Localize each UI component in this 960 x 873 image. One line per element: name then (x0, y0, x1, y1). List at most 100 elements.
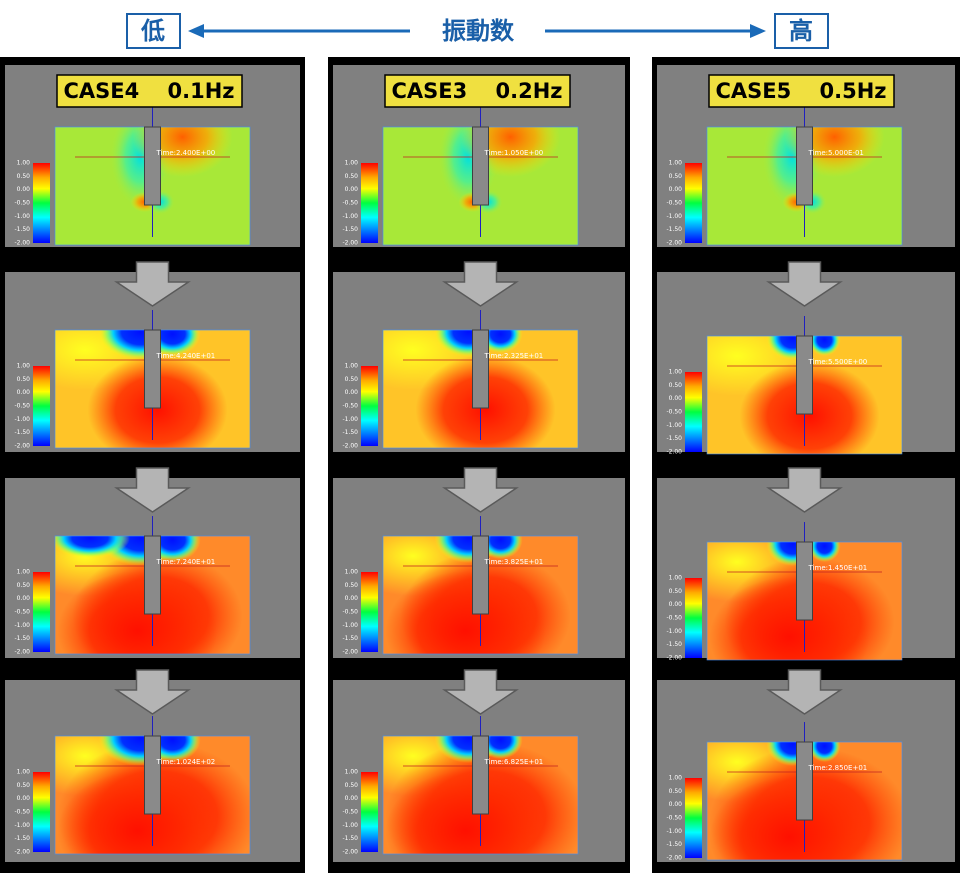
colorbar (685, 163, 702, 243)
pile (144, 535, 161, 615)
colorbar-tick: 0.00 (345, 795, 359, 802)
colorbar-tick: -2.00 (666, 655, 682, 662)
colorbar-tick: -1.50 (14, 226, 30, 233)
low-label: 低 (140, 17, 165, 45)
column: Time:2.400E+00 1.00 0.50 0.00 -0.50 -1.00 -1.5… (0, 57, 305, 873)
colorbar-tick: -1.50 (342, 226, 358, 233)
colorbar (33, 366, 50, 446)
colorbar-tick: -0.50 (666, 615, 682, 622)
pile (796, 741, 813, 821)
colorbar-tick: 1.00 (669, 160, 683, 167)
arrow-head (188, 24, 204, 38)
colorbar-tick: -1.50 (666, 841, 682, 848)
colorbar-tick: 0.50 (345, 782, 359, 789)
case-box (384, 74, 571, 108)
colorbar-tick: -2.00 (14, 240, 30, 247)
case-box (56, 74, 243, 108)
colorbar (685, 778, 702, 858)
colorbar-tick: 1.00 (669, 775, 683, 782)
time-label: Time:3.825E+01 (484, 558, 544, 566)
colorbar (685, 372, 702, 452)
pile (796, 541, 813, 621)
colorbar-tick: 0.00 (669, 395, 683, 402)
colorbar-tick: 0.00 (17, 186, 31, 193)
colorbar-tick: -1.50 (14, 835, 30, 842)
colorbar-tick: -0.50 (14, 200, 30, 207)
colorbar-tick: -1.00 (14, 213, 30, 220)
pile (472, 329, 489, 409)
field-blob (808, 336, 841, 356)
colorbar-tick: -1.50 (14, 635, 30, 642)
case-label: CASE3 0.2Hz (391, 79, 562, 103)
colorbar-tick: -1.00 (342, 622, 358, 629)
colorbar-tick: -1.00 (666, 422, 682, 429)
colorbar-tick: -0.50 (342, 609, 358, 616)
colorbar-tick: 0.50 (669, 382, 683, 389)
colorbar-tick: 0.50 (669, 788, 683, 795)
colorbar-tick: 1.00 (17, 569, 31, 576)
colorbar-tick: -0.50 (666, 200, 682, 207)
time-label: Time:5.000E-01 (808, 149, 864, 157)
colorbar-tick: -1.50 (342, 835, 358, 842)
header: 低 振動数 高 (126, 13, 829, 49)
colorbar-tick: -1.00 (666, 828, 682, 835)
pile (796, 335, 813, 415)
colorbar-tick: 0.00 (669, 801, 683, 808)
colorbar-tick: 1.00 (669, 575, 683, 582)
field-blob (57, 571, 218, 654)
time-label: Time:2.400E+00 (156, 149, 216, 157)
time-label: Time:1.050E+00 (484, 149, 544, 157)
field-blob (55, 536, 130, 558)
field-blob (57, 771, 218, 854)
colorbar (685, 578, 702, 658)
colorbar-tick: 0.00 (345, 595, 359, 602)
panel: Time:3.825E+01 1.00 0.50 0.00 -0.50 -1.00 -1.5… (333, 467, 625, 658)
colorbar-tick: -1.50 (14, 429, 30, 436)
colorbar-tick: -1.50 (666, 226, 682, 233)
colorbar-tick: 0.50 (17, 582, 31, 589)
colorbar-tick: -2.00 (666, 855, 682, 862)
colorbar-tick: -2.00 (14, 849, 30, 856)
colorbar-tick: 0.50 (345, 582, 359, 589)
colorbar-tick: 0.00 (17, 595, 31, 602)
time-label: Time:1.024E+02 (156, 758, 216, 766)
panel: Time:1.050E+00 1.00 0.50 0.00 -0.50 -1.00 -1.5… (333, 65, 625, 247)
colorbar-tick: -1.00 (14, 416, 30, 423)
colorbar-tick: -0.50 (14, 609, 30, 616)
high-box (774, 13, 829, 49)
colorbar-tick: -0.50 (14, 809, 30, 816)
down-arrow (766, 669, 843, 715)
down-arrow (114, 261, 191, 307)
colorbar-tick: -1.50 (666, 641, 682, 648)
down-arrow (114, 467, 191, 513)
panel: Time:5.500E+00 1.00 0.50 0.00 -0.50 -1.00 -1.5… (657, 261, 955, 456)
panel: Time:5.000E-01 1.00 0.50 0.00 -0.50 -1.00 -1.5… (657, 65, 955, 247)
case-box (708, 74, 895, 108)
column: Time:5.000E-01 1.00 0.50 0.00 -0.50 -1.00 -1.5… (652, 57, 960, 873)
field-blob (709, 777, 870, 860)
colorbar-tick: -1.00 (342, 822, 358, 829)
field-blob (478, 736, 523, 759)
colorbar (361, 572, 378, 652)
field-blob (385, 771, 546, 854)
colorbar-tick: -1.50 (342, 429, 358, 436)
colorbar-tick: -0.50 (342, 809, 358, 816)
colorbar-tick: 1.00 (17, 769, 31, 776)
pile (144, 126, 161, 206)
panel: Time:4.240E+01 1.00 0.50 0.00 -0.50 -1.00 -1.5… (5, 261, 300, 452)
colorbar-tick: 0.00 (345, 186, 359, 193)
colorbar-tick: -2.00 (342, 443, 358, 450)
down-arrow (766, 467, 843, 513)
pile (472, 535, 489, 615)
colorbar-tick: 0.50 (345, 376, 359, 383)
field-blob (808, 542, 841, 562)
colorbar-tick: -0.50 (342, 403, 358, 410)
colorbar-tick: -1.00 (14, 822, 30, 829)
colorbar-tick: -2.00 (342, 849, 358, 856)
time-label: Time:2.325E+01 (484, 352, 544, 360)
down-arrow (766, 261, 843, 307)
colorbar-tick: -1.50 (342, 635, 358, 642)
panel: Time:2.850E+01 1.00 0.50 0.00 -0.50 -1.00 -1.5… (657, 669, 955, 862)
colorbar-tick: 0.50 (17, 376, 31, 383)
colorbar-tick: 0.50 (669, 588, 683, 595)
